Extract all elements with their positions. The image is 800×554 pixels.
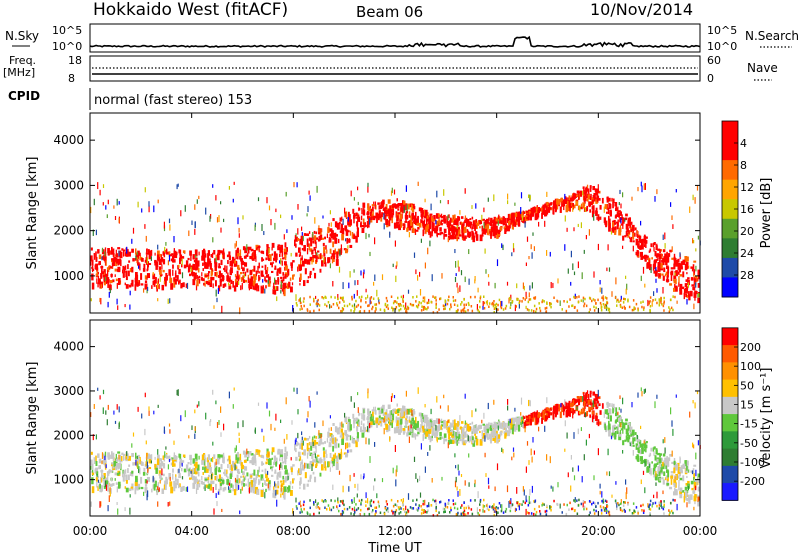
- velocity-colorbar-swatch-9: [722, 483, 738, 501]
- velocity-panel: 1000 2000 3000 4000 Slant Range [km]: [25, 319, 701, 517]
- power-colorbar-tick-5: 24: [740, 247, 754, 260]
- freq-panel: Freq. [MHz] 18 8 60 0 Nave: [3, 54, 778, 85]
- velocity-colorbar-tick-5: -50: [740, 437, 758, 450]
- noise-left-label: N.Sky: [5, 29, 39, 43]
- nave-tick-bottom: 0: [707, 72, 714, 85]
- time-tick-5: 20:00: [581, 524, 616, 538]
- velocity-ylabel: Slant Range [km]: [25, 362, 40, 475]
- velocity-colorbar-swatch-6: [722, 431, 738, 450]
- power-colorbar-swatch-3: [722, 179, 738, 200]
- velocity-y-tick-label-3: 4000: [53, 340, 84, 354]
- velocity-y-axis: 1000 2000 3000 4000: [53, 340, 700, 487]
- noise-trace: [89, 35, 701, 48]
- power-colorbar-label: Power [dB]: [759, 178, 774, 249]
- nave-label: Nave: [747, 61, 778, 75]
- velocity-colorbar-swatch-7: [722, 448, 738, 467]
- power-y-tick-label-3: 4000: [53, 133, 84, 147]
- power-colorbar-tick-4: 20: [740, 225, 754, 238]
- velocity-colorbar-swatch-5: [722, 414, 738, 432]
- power-colorbar-swatch-5: [722, 218, 738, 239]
- time-tick-6: 00:00: [683, 524, 718, 538]
- freq-tick-top: 18: [68, 54, 82, 67]
- cpid-label: CPID: [8, 89, 40, 103]
- power-panel: 1000 2000 3000 4000 Slant Range [km]: [25, 112, 701, 315]
- velocity-colorbar-tick-6: -100: [740, 456, 765, 469]
- power-colorbar-swatch-8: [722, 277, 738, 298]
- velocity-y-tick-label-2: 3000: [53, 384, 84, 398]
- velocity-colorbar-swatch-2: [722, 362, 738, 381]
- freq-label-2: [MHz]: [3, 66, 35, 79]
- velocity-colorbar-tick-0: 200: [740, 341, 761, 354]
- velocity-colorbar-swatch-1: [722, 345, 738, 363]
- power-colorbar-swatch-2: [722, 160, 738, 181]
- time-tick-0: 00:00: [73, 524, 108, 538]
- velocity-colorbar-swatch-8: [722, 465, 738, 484]
- velocity-y-tick-label-0: 1000: [53, 473, 84, 487]
- power-colorbar: 4 8 12 16 20 24 28: [721, 120, 754, 298]
- velocity-colorbar-tick-2: 50: [740, 379, 754, 392]
- freq-tick-bottom: 8: [68, 72, 75, 85]
- power-y-tick-label-0: 1000: [53, 269, 84, 283]
- velocity-colorbar-tick-1: 100: [740, 360, 761, 373]
- velocity-colorbar: 200 100 50 15 -15 -50 -100 -200: [721, 327, 765, 501]
- velocity-colorbar-swatch-4: [722, 396, 738, 415]
- power-colorbar-swatch-0: [722, 121, 738, 142]
- power-colorbar-tick-2: 12: [740, 181, 754, 194]
- noise-tick-top-right: 10^5: [707, 24, 737, 37]
- freq-label-1: Freq.: [9, 54, 36, 67]
- power-ylabel: Slant Range [km]: [25, 157, 40, 270]
- velocity-colorbar-tick-7: -200: [740, 475, 765, 488]
- time-axis: 00:00 04:00 08:00 12:00 16:00 20:00 00:00: [73, 113, 718, 538]
- velocity-scatter: [90, 387, 701, 517]
- cpid-value: normal (fast stereo) 153: [94, 93, 252, 108]
- date-title: 10/Nov/2014: [590, 0, 693, 19]
- velocity-colorbar-label: Velocity [m s⁻¹]: [759, 368, 774, 469]
- velocity-y-tick-label-1: 2000: [53, 428, 84, 442]
- power-colorbar-tick-1: 8: [740, 159, 747, 172]
- station-title: Hokkaido West (fitACF): [93, 0, 288, 20]
- power-y-tick-label-2: 3000: [53, 178, 84, 192]
- time-tick-2: 08:00: [276, 524, 311, 538]
- power-colorbar-tick-3: 16: [740, 203, 754, 216]
- noise-panel: N.Sky N.Search 10^5 10^0 10^5 10^0: [5, 23, 799, 53]
- noise-tick-top-left: 10^5: [52, 24, 82, 37]
- time-tick-4: 16:00: [479, 524, 514, 538]
- power-colorbar-swatch-6: [722, 238, 738, 259]
- noise-tick-bottom-left: 10^0: [52, 40, 82, 53]
- velocity-colorbar-swatch-3: [722, 379, 738, 398]
- velocity-colorbar-tick-3: 15: [740, 398, 754, 411]
- beam-title: Beam 06: [356, 3, 423, 21]
- time-tick-1: 04:00: [174, 524, 209, 538]
- velocity-colorbar-swatch-0: [722, 327, 738, 346]
- velocity-colorbar-tick-4: -15: [740, 418, 758, 431]
- power-colorbar-swatch-7: [722, 257, 738, 278]
- noise-tick-bottom-right: 10^0: [707, 40, 737, 53]
- nave-tick-top: 60: [707, 54, 721, 67]
- power-y-axis: 1000 2000 3000 4000: [53, 133, 700, 283]
- power-colorbar-tick-0: 4: [740, 137, 747, 150]
- power-colorbar-swatch-4: [722, 199, 738, 220]
- power-scatter: [90, 181, 701, 315]
- time-axis-title: Time UT: [367, 541, 421, 554]
- time-tick-3: 12:00: [378, 524, 413, 538]
- noise-right-label: N.Search: [745, 29, 799, 43]
- power-y-tick-label-1: 2000: [53, 224, 84, 238]
- power-colorbar-swatch-1: [722, 140, 738, 161]
- power-colorbar-tick-6: 28: [740, 269, 754, 282]
